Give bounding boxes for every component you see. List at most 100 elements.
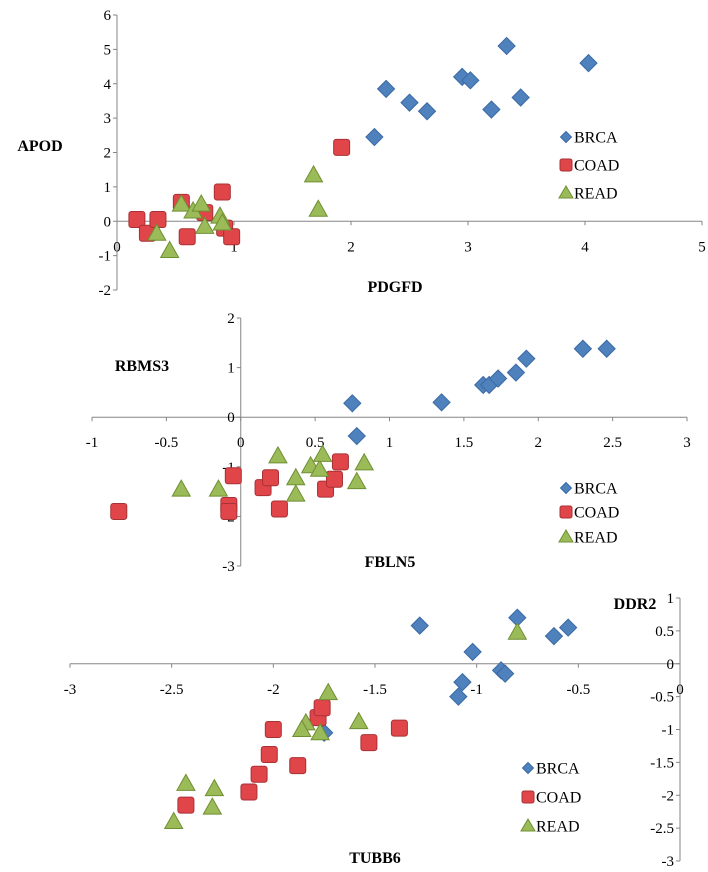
point-brca (376, 79, 396, 99)
x-tick-label: 2.5 (603, 435, 622, 451)
legend-item-brca: BRCA (559, 130, 618, 147)
series-brca (365, 36, 598, 147)
x-tick-label: -2.5 (160, 682, 184, 698)
x-tick-label: 0 (237, 435, 245, 451)
y-tick-label: 0 (104, 214, 112, 230)
x-tick-label: 1 (230, 239, 238, 255)
point-coad (270, 500, 288, 518)
legend-marker (558, 185, 574, 199)
point-read (171, 194, 192, 212)
point-brca (495, 664, 515, 683)
legend-item-coad: COAD (521, 790, 581, 807)
point-coad (325, 470, 343, 488)
point-brca (432, 393, 451, 412)
series-brca (314, 608, 578, 742)
x-tick-label: 1.5 (455, 435, 474, 451)
y-tick-label: 6 (104, 8, 112, 24)
point-read (204, 778, 225, 797)
point-read (171, 479, 192, 497)
point-read (163, 811, 184, 830)
legend-item-brca: BRCA (521, 761, 580, 778)
point-brca (558, 618, 578, 637)
series-read (146, 164, 329, 258)
point-read (159, 240, 180, 258)
y-axis-title: RBMS3 (115, 358, 169, 375)
point-read (312, 444, 333, 462)
x-tick-label: -1.5 (363, 682, 387, 698)
y-axis-title: APOD (17, 138, 62, 155)
x-axis-title: PDGFD (367, 279, 422, 296)
x-tick-label: 0 (113, 239, 121, 255)
point-brca (573, 339, 593, 358)
x-tick-label: 3 (683, 435, 691, 451)
point-brca (463, 642, 482, 662)
x-axis-title: TUBB6 (349, 850, 401, 867)
point-coad (213, 183, 231, 201)
point-read (208, 479, 229, 497)
point-coad (264, 721, 282, 738)
series-read (171, 444, 375, 502)
y-tick-label: 3 (104, 111, 112, 127)
y-tick-label: -2.5 (650, 821, 674, 837)
legend: BRCA COAD READ (558, 481, 619, 547)
point-brca (365, 127, 384, 147)
point-brca (461, 71, 480, 90)
y-tick-label: -3 (222, 559, 235, 575)
point-read (346, 471, 367, 490)
legend-label: COAD (574, 505, 619, 522)
y-tick-label: 4 (104, 77, 112, 93)
x-axis-title: FBLN5 (365, 554, 416, 571)
point-coad (240, 783, 258, 801)
legend-marker (558, 529, 574, 543)
x-tick-label: -1 (470, 682, 483, 698)
x-tick-label: -3 (64, 682, 77, 698)
x-tick-label: 0 (676, 682, 684, 698)
x-tick-label: 5 (698, 239, 706, 255)
y-tick-label: 0.5 (655, 624, 674, 640)
series-brca (343, 339, 616, 446)
legend-label: BRCA (536, 761, 580, 778)
legend-item-brca: BRCA (559, 481, 618, 498)
y-tick-label: 2 (104, 146, 112, 162)
point-coad (250, 765, 268, 783)
legend-label: READ (574, 530, 618, 547)
legend-label: READ (536, 819, 580, 836)
point-coad (110, 502, 128, 520)
legend-marker (559, 130, 573, 144)
y-tick-label: 2 (227, 311, 235, 327)
point-brca (597, 339, 616, 358)
y-tick-label: 1 (104, 180, 112, 196)
legend-label: BRCA (574, 130, 618, 147)
y-tick-label: -1.5 (650, 755, 674, 771)
x-tick-label: -0.5 (566, 682, 590, 698)
point-coad (390, 719, 408, 737)
point-brca (347, 426, 366, 446)
point-brca (511, 88, 530, 107)
x-tick-label: -2 (267, 682, 280, 698)
point-brca (488, 369, 508, 388)
legend: BRCA COAD READ (520, 761, 581, 836)
y-tick-label: -3 (662, 854, 675, 870)
y-tick-label: 1 (667, 591, 675, 607)
legend-marker (559, 481, 573, 495)
point-coad (360, 734, 378, 752)
legend-marker (520, 818, 536, 832)
x-tick-label: -0.5 (155, 435, 179, 451)
point-read (176, 773, 196, 791)
point-read (348, 711, 369, 730)
series-coad (177, 699, 408, 814)
x-tick-label: 2 (347, 239, 355, 255)
point-brca (400, 93, 419, 112)
y-tick-label: 1 (227, 361, 235, 377)
point-coad (289, 757, 307, 775)
y-tick-label: -2 (99, 283, 112, 299)
x-tick-label: 1 (386, 435, 394, 451)
point-read (291, 719, 312, 737)
legend-item-read: READ (520, 818, 580, 836)
legend-item-read: READ (558, 185, 618, 203)
y-tick-label: -1 (99, 249, 112, 265)
y-tick-label: 5 (104, 42, 112, 58)
point-read (191, 194, 212, 212)
y-tick-label: -1 (662, 723, 675, 739)
point-brca (343, 394, 362, 413)
